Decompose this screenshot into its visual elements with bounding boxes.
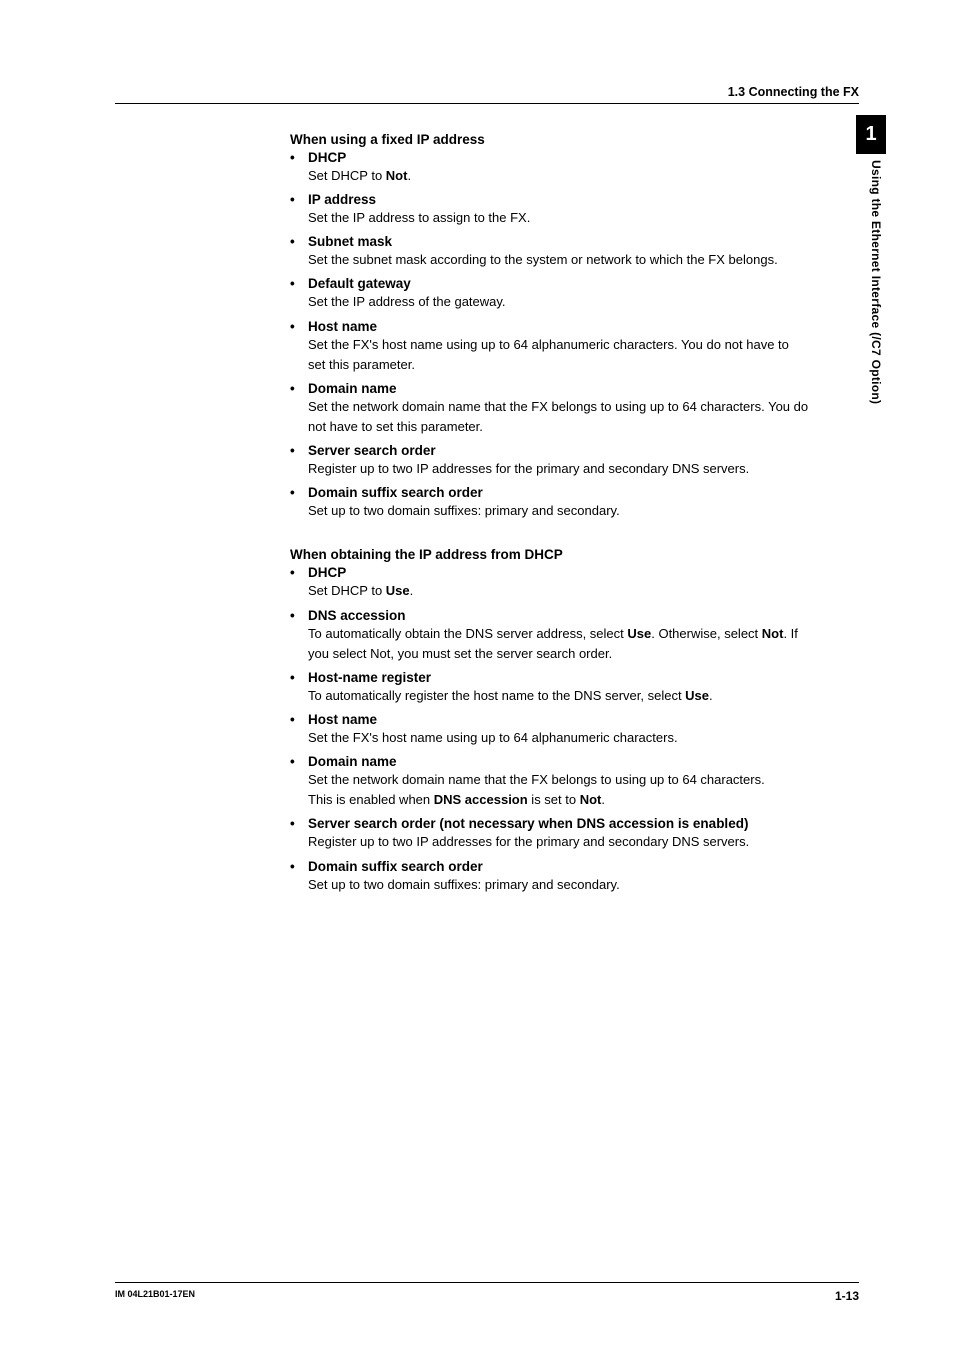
bullet-icon: • bbox=[290, 608, 308, 623]
item-ip-address: •IP address Set the IP address to assign… bbox=[290, 192, 809, 228]
bullet-icon: • bbox=[290, 565, 308, 580]
item-description: Set the IP address of the gateway. bbox=[308, 292, 809, 312]
item-title: Domain name bbox=[308, 754, 397, 769]
item-description: Set the FX's host name using up to 64 al… bbox=[308, 728, 809, 748]
footer-page-number: 1-13 bbox=[835, 1289, 859, 1303]
item-description: Set the FX's host name using up to 64 al… bbox=[308, 335, 809, 375]
item-description: Set the subnet mask according to the sys… bbox=[308, 250, 809, 270]
chapter-tab: 1 bbox=[856, 115, 886, 154]
item-domain-name: •Domain name Set the network domain name… bbox=[290, 381, 809, 437]
item-title: DHCP bbox=[308, 565, 346, 580]
section-heading: When obtaining the IP address from DHCP bbox=[290, 547, 809, 562]
section-fixed-ip: When using a fixed IP address •DHCP Set … bbox=[290, 132, 809, 521]
item-description: Register up to two IP addresses for the … bbox=[308, 459, 809, 479]
item-description: Set the IP address to assign to the FX. bbox=[308, 208, 809, 228]
item-title: Domain suffix search order bbox=[308, 485, 483, 500]
item-server-search-order: •Server search order Register up to two … bbox=[290, 443, 809, 479]
item-domain-name: •Domain name Set the network domain name… bbox=[290, 754, 809, 810]
main-content: When using a fixed IP address •DHCP Set … bbox=[290, 132, 809, 895]
item-title: Domain name bbox=[308, 381, 397, 396]
item-description: Set up to two domain suffixes: primary a… bbox=[308, 501, 809, 521]
bullet-icon: • bbox=[290, 754, 308, 769]
bullet-icon: • bbox=[290, 859, 308, 874]
item-description: Set the network domain name that the FX … bbox=[308, 397, 809, 437]
section-dhcp: When obtaining the IP address from DHCP … bbox=[290, 547, 809, 894]
header-title: 1.3 Connecting the FX bbox=[728, 85, 859, 99]
item-title: Host-name register bbox=[308, 670, 431, 685]
item-title: Default gateway bbox=[308, 276, 411, 291]
item-host-name: •Host name Set the FX's host name using … bbox=[290, 712, 809, 748]
item-description: To automatically obtain the DNS server a… bbox=[308, 624, 809, 664]
item-description: Set up to two domain suffixes: primary a… bbox=[308, 875, 809, 895]
item-title: Host name bbox=[308, 712, 377, 727]
page-footer: IM 04L21B01-17EN 1-13 bbox=[115, 1282, 859, 1303]
item-domain-suffix-search-order: •Domain suffix search order Set up to tw… bbox=[290, 485, 809, 521]
item-host-name: •Host name Set the FX's host name using … bbox=[290, 319, 809, 375]
item-description: To automatically register the host name … bbox=[308, 686, 809, 706]
bullet-icon: • bbox=[290, 670, 308, 685]
item-title: Host name bbox=[308, 319, 377, 334]
item-dns-accession: •DNS accession To automatically obtain t… bbox=[290, 608, 809, 664]
item-description: Set DHCP to Not. bbox=[308, 166, 809, 186]
section-heading: When using a fixed IP address bbox=[290, 132, 809, 147]
bullet-icon: • bbox=[290, 192, 308, 207]
bullet-icon: • bbox=[290, 443, 308, 458]
item-description: Set the network domain name that the FX … bbox=[308, 770, 809, 810]
item-dhcp: •DHCP Set DHCP to Not. bbox=[290, 150, 809, 186]
item-description: Register up to two IP addresses for the … bbox=[308, 832, 809, 852]
bullet-icon: • bbox=[290, 381, 308, 396]
item-server-search-order: •Server search order (not necessary when… bbox=[290, 816, 809, 852]
chapter-number: 1 bbox=[865, 123, 876, 145]
bullet-icon: • bbox=[290, 816, 308, 831]
item-title: Server search order (not necessary when … bbox=[308, 816, 748, 831]
item-title: Domain suffix search order bbox=[308, 859, 483, 874]
item-title: Server search order bbox=[308, 443, 436, 458]
footer-document-id: IM 04L21B01-17EN bbox=[115, 1289, 195, 1303]
item-title: Subnet mask bbox=[308, 234, 392, 249]
header-section: 1.3 Connecting the FX bbox=[115, 85, 859, 104]
item-title: DHCP bbox=[308, 150, 346, 165]
item-host-name-register: •Host-name register To automatically reg… bbox=[290, 670, 809, 706]
bullet-icon: • bbox=[290, 712, 308, 727]
bullet-icon: • bbox=[290, 276, 308, 291]
item-description: Set DHCP to Use. bbox=[308, 581, 809, 601]
bullet-icon: • bbox=[290, 150, 308, 165]
item-default-gateway: •Default gateway Set the IP address of t… bbox=[290, 276, 809, 312]
bullet-icon: • bbox=[290, 485, 308, 500]
item-title: DNS accession bbox=[308, 608, 406, 623]
item-dhcp: •DHCP Set DHCP to Use. bbox=[290, 565, 809, 601]
chapter-title-vertical: Using the Ethernet Interface (/C7 Option… bbox=[869, 160, 883, 404]
bullet-icon: • bbox=[290, 319, 308, 334]
item-subnet-mask: •Subnet mask Set the subnet mask accordi… bbox=[290, 234, 809, 270]
item-title: IP address bbox=[308, 192, 376, 207]
page-container: 1.3 Connecting the FX 1 Using the Ethern… bbox=[0, 0, 954, 1350]
bullet-icon: • bbox=[290, 234, 308, 249]
item-domain-suffix-search-order: •Domain suffix search order Set up to tw… bbox=[290, 859, 809, 895]
